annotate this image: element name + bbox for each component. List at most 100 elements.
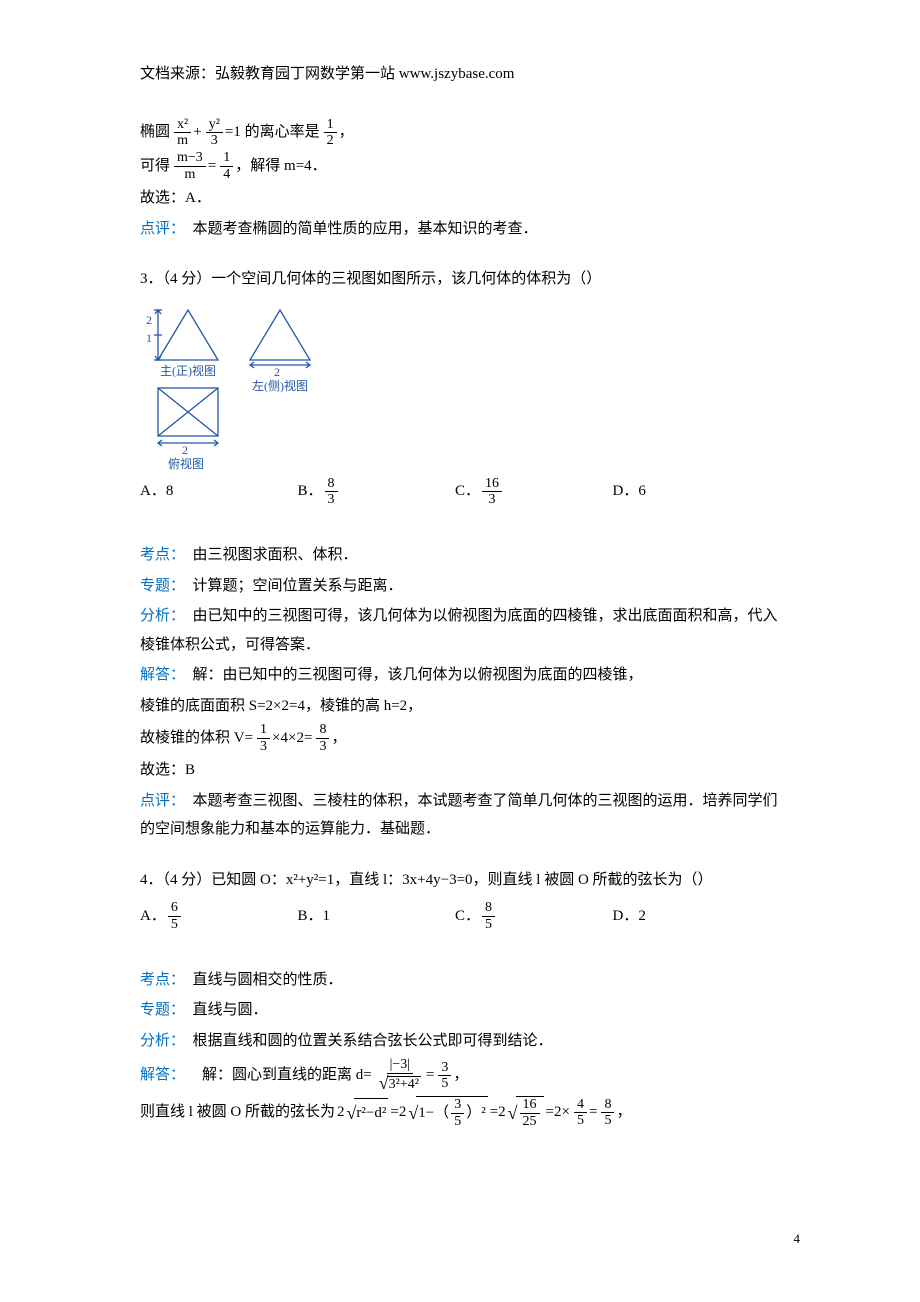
q4-choice-c: C． 8 5	[455, 900, 613, 932]
q3-three-view-figure: 2 1 主(正)视图 2 左(侧)视图	[140, 300, 780, 470]
plus: +	[193, 118, 201, 147]
den: 3	[325, 492, 338, 507]
num: 1	[257, 722, 270, 738]
q3-kaodian: 考点： 由三视图求面积、体积．	[140, 541, 780, 570]
q3-jieda-volume: 故棱锥的体积 V= 1 3 ×4×2= 8 3 ，	[140, 722, 780, 754]
num: 3	[451, 1097, 464, 1113]
spacer	[140, 525, 780, 539]
sqrt-3: √ 16 25	[508, 1096, 544, 1130]
den: 5	[574, 1113, 587, 1128]
label: C．	[455, 902, 480, 931]
q4-jieda-distance: 解答： 解：圆心到直线的距离 d= |−3| √ 3²+4² = 3 5 ，	[140, 1057, 780, 1093]
eq: =2×	[546, 1098, 570, 1127]
label: D．	[613, 477, 639, 506]
text: 解：由已知中的三视图可得，该几何体为以俯视图为底面的四棱锥，	[178, 667, 643, 683]
num: 1	[324, 117, 337, 133]
frac-1-3: 1 3	[257, 722, 270, 754]
q3-choice-d: D． 6	[613, 476, 771, 508]
label: 分析：	[140, 1033, 178, 1049]
sqrt-body: 1−（ 3 5 ）²	[416, 1096, 487, 1129]
eq: =2	[490, 1098, 506, 1127]
frac-d: |−3| √ 3²+4²	[376, 1057, 424, 1093]
value: 2	[638, 902, 646, 931]
num: 8	[482, 900, 495, 916]
den: 5	[601, 1113, 614, 1128]
q3-jieda-2: 棱锥的底面面积 S=2×2=4，棱锥的高 h=2，	[140, 692, 780, 721]
text: 计算题；空间位置关系与距离．	[178, 578, 403, 594]
sqrt-body: r²−d²	[354, 1098, 388, 1128]
q4-choice-a: A． 6 5	[140, 900, 298, 932]
frac: 8 5	[482, 900, 495, 932]
q3-stem: 3．（4 分）一个空间几何体的三视图如图所示，该几何体的体积为（）	[140, 265, 780, 294]
top-label: 俯视图	[168, 456, 204, 470]
q4-choice-d: D． 2	[613, 900, 771, 932]
num: y²	[206, 117, 223, 133]
frac-8-5: 8 5	[601, 1097, 614, 1129]
front-label: 主(正)视图	[160, 363, 216, 378]
spacer	[140, 245, 780, 263]
text: 由已知中的三视图可得，该几何体为以俯视图为底面的四棱锥，求出底面面积和高，代入棱…	[140, 608, 778, 653]
value: 6	[638, 477, 646, 506]
frac: 16 3	[482, 476, 502, 508]
doc-source-line: 文档来源：弘毅教育园丁网数学第一站 www.jszybase.com	[140, 60, 780, 89]
q3-choice-b: B． 8 3	[298, 476, 456, 508]
three-view-svg: 2 1 主(正)视图 2 左(侧)视图	[140, 300, 340, 470]
q3-fenxi: 分析： 由已知中的三视图可得，该几何体为以俯视图为底面的四棱锥，求出底面面积和高…	[140, 602, 780, 659]
side-width: 2	[274, 365, 280, 379]
sqrt-icon: √ 3²+4²	[379, 1074, 421, 1094]
num: 8	[325, 476, 338, 492]
q4-choice-b: B． 1	[298, 900, 456, 932]
num: 6	[168, 900, 181, 916]
eq: =	[426, 1061, 434, 1090]
text: ×4×2=	[272, 724, 312, 753]
q2-ellipse-eq: 椭圆 x² m + y² 3 =1 的离心率是 1 2 ，	[140, 117, 780, 149]
num: m−3	[174, 150, 206, 166]
page-root: 文档来源：弘毅教育园丁网数学第一站 www.jszybase.com 椭圆 x²…	[0, 0, 920, 1302]
q4-fenxi: 分析： 根据直线和圆的位置关系结合弦长公式即可得到结论．	[140, 1027, 780, 1056]
spacer	[140, 950, 780, 964]
frac-y2-3: y² 3	[206, 117, 223, 149]
eq: =2	[390, 1098, 406, 1127]
source-url: www.jszybase.com	[399, 66, 515, 82]
frac-1-2: 1 2	[324, 117, 337, 149]
frac-16-25: 16 25	[520, 1097, 540, 1129]
label: B．	[298, 477, 323, 506]
front-tick-2: 2	[146, 313, 152, 327]
text: 由三视图求面积、体积．	[178, 547, 358, 563]
den: 2	[324, 133, 337, 148]
side-label: 左(侧)视图	[252, 378, 308, 393]
q2-therefore: 故选：A．	[140, 184, 780, 213]
frac-8-3: 8 3	[316, 722, 329, 754]
text: 直线与圆．	[178, 1002, 268, 1018]
label: 专题：	[140, 578, 178, 594]
frac-3-5: 3 5	[438, 1060, 451, 1092]
frac-1-4: 1 4	[220, 150, 233, 182]
q4-stem: 4．（4 分）已知圆 O：x²+y²=1，直线 l：3x+4y−3=0，则直线 …	[140, 866, 780, 895]
q2-solve-line: 可得 m−3 m = 1 4 ，解得 m=4．	[140, 150, 780, 182]
text: 椭圆	[140, 118, 170, 147]
value: 1	[323, 902, 331, 931]
q3-choices: A． 8 B． 8 3 C． 16 3 D． 6	[140, 476, 770, 508]
q3-zhuanti: 专题： 计算题；空间位置关系与距离．	[140, 572, 780, 601]
frac-x2-m: x² m	[174, 117, 191, 149]
sqrt-2: √ 1−（ 3 5 ）²	[408, 1096, 487, 1130]
label: A．	[140, 477, 166, 506]
text: 根据直线和圆的位置关系结合弦长公式即可得到结论．	[178, 1033, 553, 1049]
q4-choices: A． 6 5 B． 1 C． 8 5 D． 2	[140, 900, 770, 932]
den: 5	[482, 917, 495, 932]
num: 1	[220, 150, 233, 166]
comma: ，	[339, 118, 354, 147]
den: √ 3²+4²	[376, 1074, 424, 1094]
text: 直线与圆相交的性质．	[178, 972, 343, 988]
q4-kaodian: 考点： 直线与圆相交的性质．	[140, 966, 780, 995]
q3-choice-a: A． 8	[140, 476, 298, 508]
den: m	[181, 167, 198, 182]
den: 3	[257, 739, 270, 754]
sqrt-body: 3²+4²	[387, 1076, 421, 1092]
label: 解答：	[140, 667, 178, 683]
comma: ，	[331, 724, 346, 753]
label: 解答：	[140, 1061, 185, 1090]
value: 8	[166, 477, 174, 506]
text: 故棱锥的体积 V=	[140, 724, 253, 753]
label: A．	[140, 902, 166, 931]
